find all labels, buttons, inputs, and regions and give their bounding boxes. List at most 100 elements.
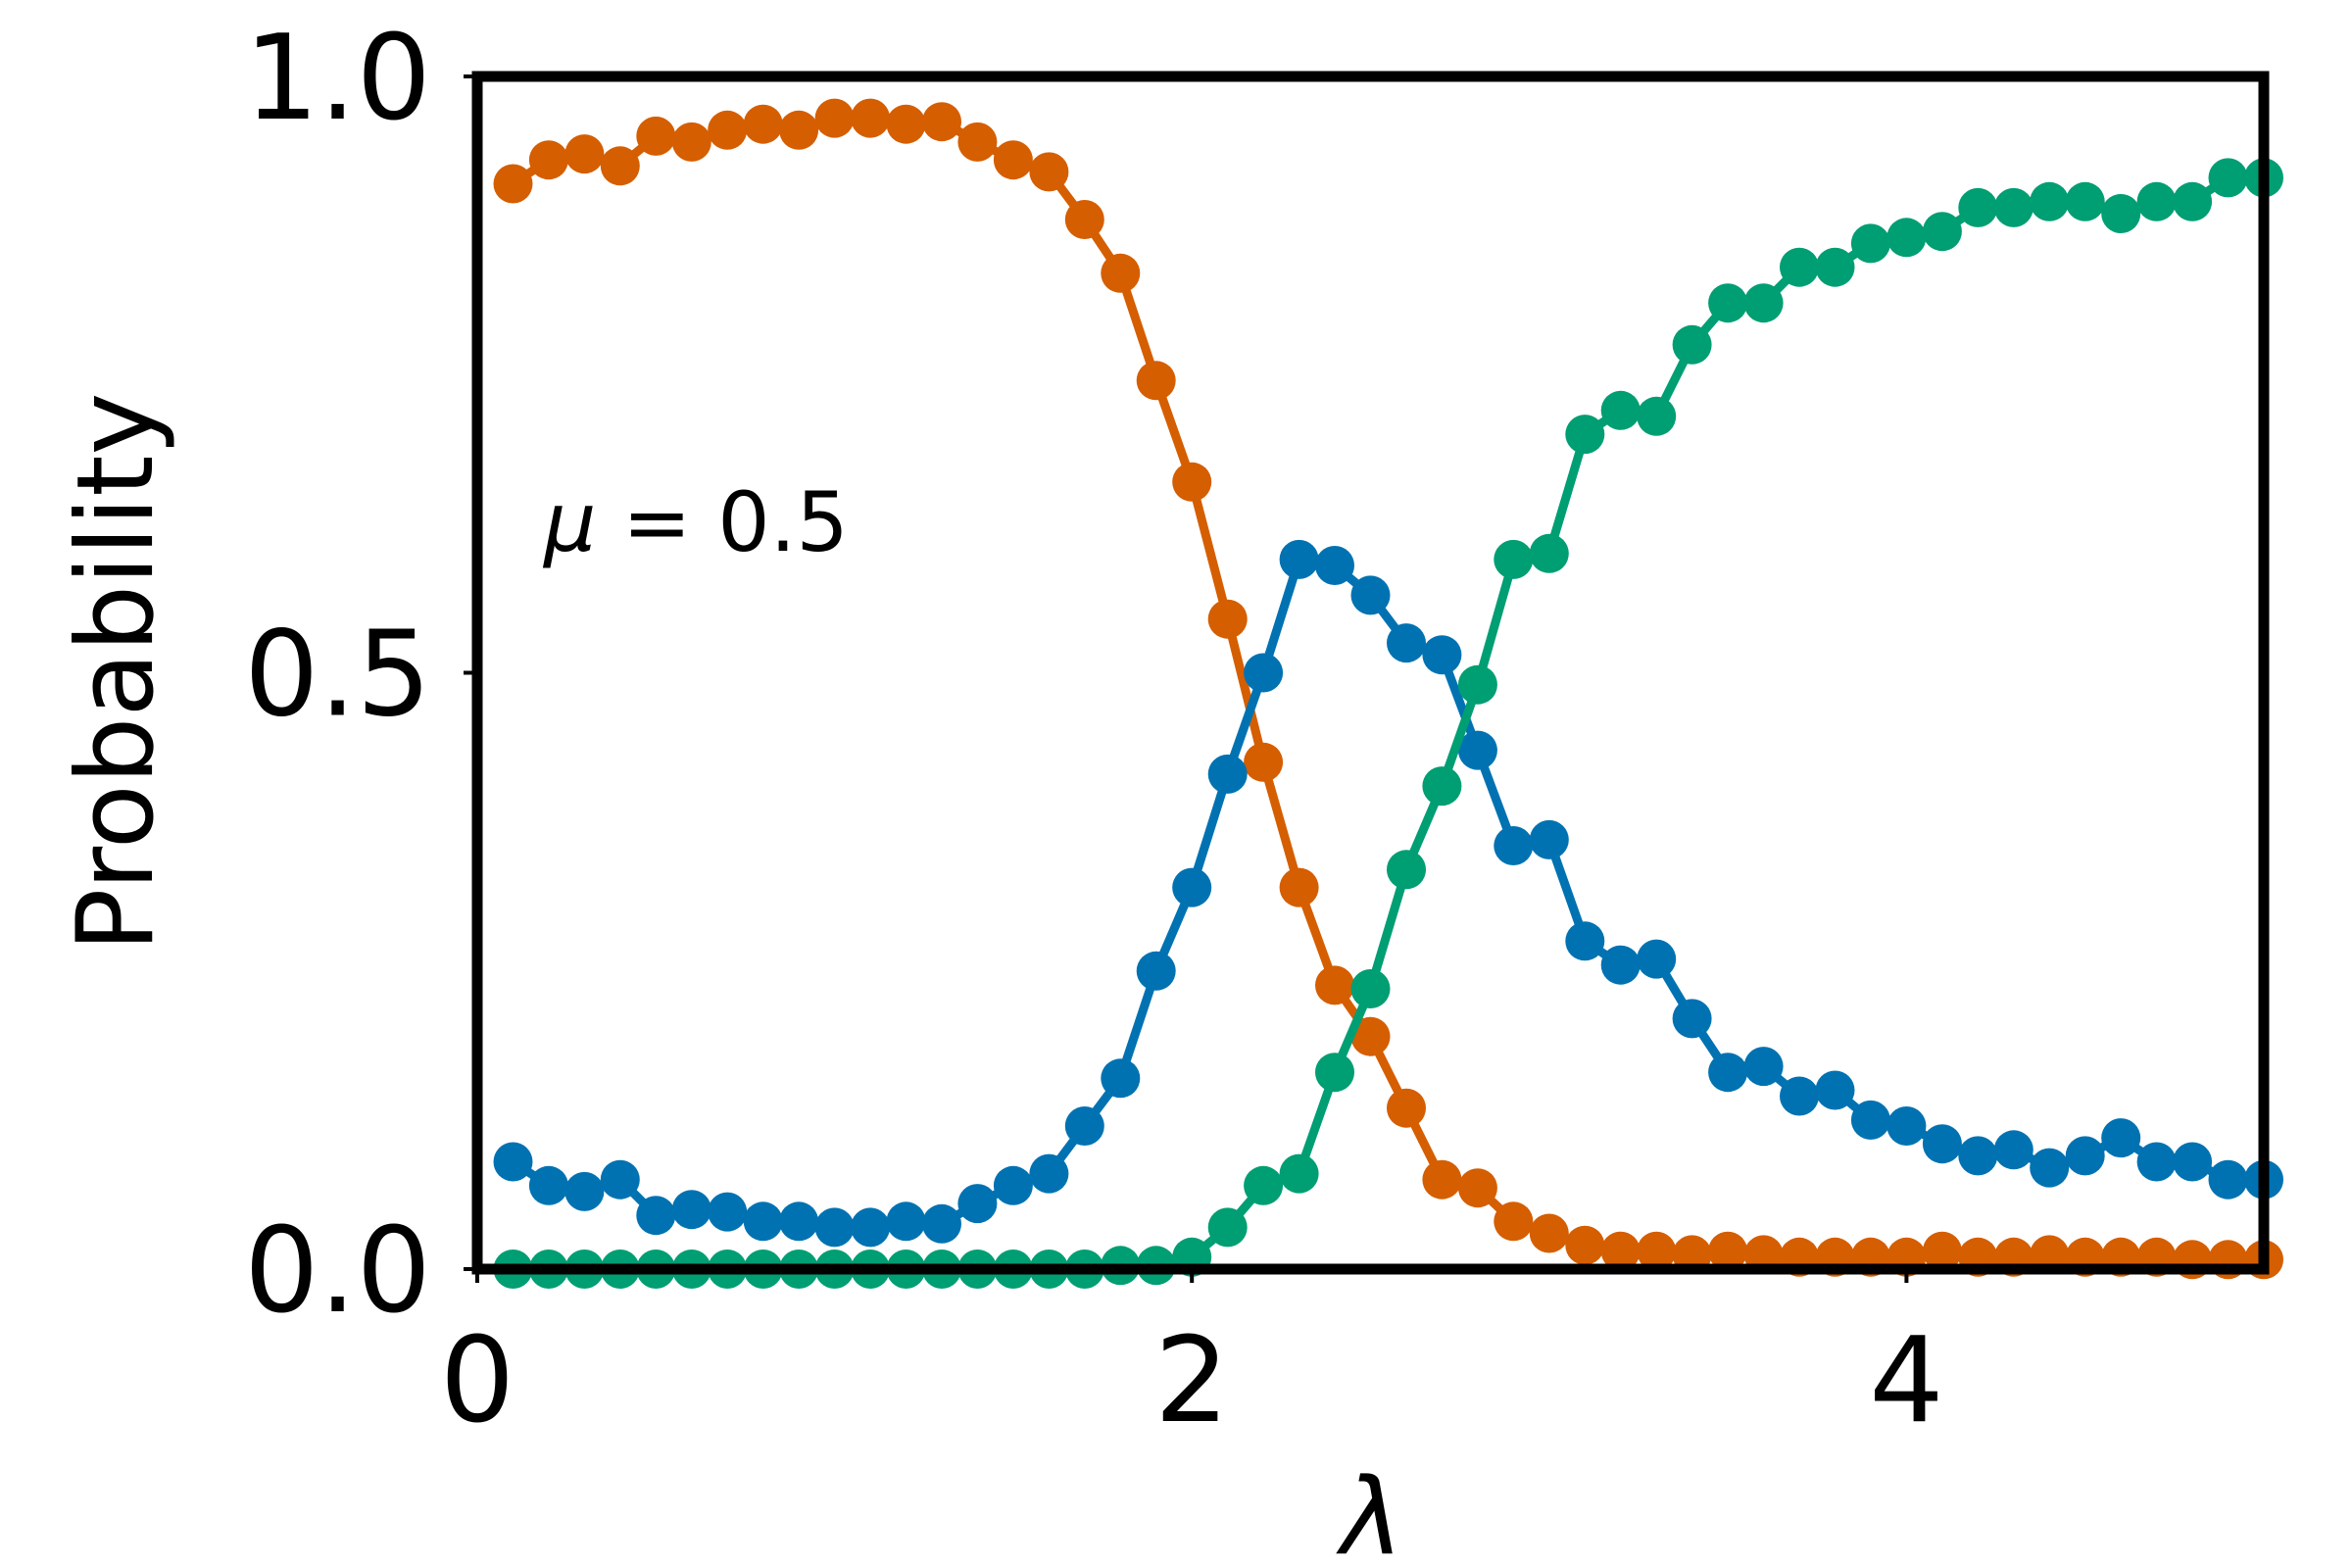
series-2-point [1850,1100,1890,1140]
series-1-point [1136,361,1176,401]
series-1-point [886,104,926,144]
series-2-point [1350,575,1391,615]
x-axis-label: λ [1336,1456,1403,1568]
series-2-point [1244,653,1284,693]
series-2-point [708,1192,748,1232]
y-tick-label: 0.0 [244,1203,431,1340]
series-3-point [1350,969,1391,1008]
series-1-point [1029,152,1069,192]
x-tick-label: 4 [1869,1313,1943,1449]
series-2-point [957,1184,998,1224]
series-1-point [993,140,1033,180]
series-3-point [1387,850,1426,890]
series-3 [493,158,2283,1289]
series-2-point [1815,1070,1855,1110]
series-2-point [743,1201,783,1242]
series-3-point [2101,194,2141,233]
series-3-point [2173,181,2213,221]
series-2-point [1565,921,1605,961]
series-2-point [2065,1136,2105,1176]
series-1-point [1101,253,1141,293]
series-1-point [1494,1201,1534,1242]
series-2-point [600,1159,640,1200]
annotation-mu: μ = 0.5 [542,474,849,570]
series-2-point [814,1207,855,1248]
series-2-point [1136,951,1176,991]
series-1-point [600,146,640,186]
series-3-point [1565,415,1605,455]
series-2-point [671,1190,711,1230]
series-1 [493,98,2283,1280]
series-2-point [1780,1076,1819,1116]
series-1-point [708,110,748,150]
series-2-point [1422,635,1462,675]
series-2-point [1494,826,1534,865]
series-1-point [1922,1231,1962,1271]
series-3-point [1672,324,1712,365]
series-3-point [2030,181,2070,221]
series-2-point [922,1203,961,1244]
series-2-point [1457,730,1497,770]
series-3-point [2208,158,2248,198]
series-2-point [493,1142,533,1182]
y-axis-label: Probability [55,393,177,953]
series-1-point [851,98,891,138]
annotation-value: = 0.5 [596,474,848,570]
series-3-point [1886,218,1927,258]
series-1-point [1064,200,1104,239]
series-2-point [1387,623,1426,663]
series-2-point [1101,1058,1141,1099]
series-1-point [1422,1159,1462,1200]
series-1-point [1350,1016,1391,1056]
series-1-point [957,122,998,162]
series-2-point [1743,1047,1784,1087]
series-2-point [1529,819,1569,859]
series-3-point [1529,533,1569,573]
series-2-point [1172,867,1212,907]
series-2-line [511,555,2264,1232]
series-2-point [1708,1053,1748,1093]
series-2 [493,539,2283,1248]
series-1-point [1600,1231,1641,1271]
series-3-point [1207,1207,1248,1248]
series-3-point [1815,247,1855,287]
series-3-point [1315,1053,1354,1093]
series-3-point [1780,247,1819,287]
y-tick-label: 0.5 [244,608,431,744]
x-tick-label: 0 [440,1313,514,1449]
series-2-point [1064,1106,1104,1146]
series-3-point [1457,664,1497,705]
series-1-point [1387,1088,1426,1128]
annotation-symbol: μ [542,474,596,570]
series-2-point [1207,754,1248,794]
series-1-point [1457,1168,1497,1208]
series-3-point [1743,283,1784,323]
x-tick-label: 2 [1154,1313,1229,1449]
series-2-point [1279,539,1319,579]
series-1-point [1279,867,1319,907]
series-2-point [564,1171,605,1211]
series-2-point [1029,1153,1069,1194]
series-1-point [814,98,855,138]
series-1-point [636,116,676,156]
series-3-point [1279,1153,1319,1194]
series-3-point [1637,396,1677,436]
series-2-point [851,1207,891,1248]
series-1-point [671,122,711,162]
plot-frame [471,71,2270,1275]
series-3-point [1244,1165,1284,1205]
series-3-point [2065,181,2105,221]
series-3-point [1958,187,1998,227]
series-3-point [1600,390,1641,430]
series-1-point [1172,462,1212,502]
series-1-point [779,110,819,150]
series-2-point [1886,1106,1927,1146]
series-2-point [1315,546,1354,585]
series-2-point [2101,1118,2141,1158]
x-axis: 0 2 4 [440,1269,1944,1449]
y-tick-label: 1.0 [244,11,431,147]
series-2-point [2173,1142,2213,1182]
series-2-point [1993,1130,2034,1170]
series-1-point [1708,1231,1748,1271]
